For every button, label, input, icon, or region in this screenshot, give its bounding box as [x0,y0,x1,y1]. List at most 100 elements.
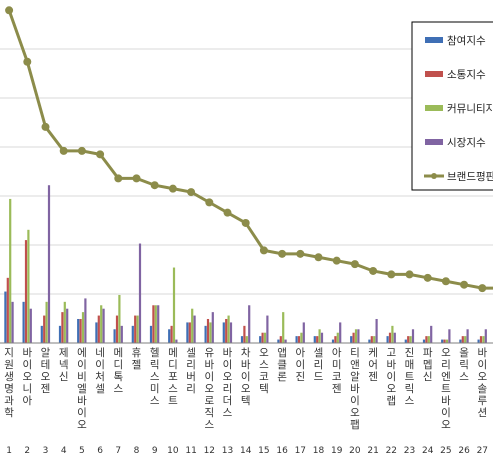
line-point [150,181,159,190]
bar-커뮤니티지수 [154,305,157,343]
bar-소통지수 [134,315,137,343]
bar-소통지수 [479,336,483,343]
bar-시장지수 [320,332,324,343]
line-point [187,188,196,197]
bar-시장지수 [484,329,487,343]
rank-label: 25 [440,446,451,456]
rank-label: 2 [24,446,30,456]
bar-커뮤니티지수 [172,267,176,343]
bar-커뮤니티지수 [263,332,267,343]
rank-label: 14 [240,446,252,456]
line-point [314,253,323,262]
bar-참여지수 [222,322,225,343]
legend-swatch [425,139,443,145]
rank-label: 17 [295,446,306,456]
bar-소통지수 [461,336,464,343]
line-point [441,277,450,286]
line-point [350,260,359,269]
bar-시장지수 [29,308,32,343]
rank-label: 23 [404,446,415,456]
rank-label: 15 [258,446,269,456]
bar-커뮤니티지수 [482,336,485,343]
bar-커뮤니티지수 [373,336,376,343]
rank-label: 7 [115,446,121,456]
bar-참여지수 [40,325,43,343]
rank-label: 26 [458,446,470,456]
bar-시장지수 [84,298,87,343]
rank-label: 16 [276,446,288,456]
bar-시장지수 [411,329,415,343]
bar-커뮤니티지수 [191,308,194,343]
line-point [23,57,32,66]
bar-커뮤니티지수 [81,312,85,343]
bar-커뮤니티지수 [282,312,285,343]
line-point [205,198,214,207]
bar-참여지수 [22,301,25,343]
bar-시장지수 [448,329,451,343]
legend-swatch [425,37,443,43]
bar-커뮤니티지수 [118,294,121,343]
bar-커뮤니티지수 [100,305,103,343]
line-point [423,273,432,282]
bar-참여지수 [77,318,80,343]
legend-label: 커뮤니티지수 [447,103,493,115]
bar-참여지수 [131,325,134,343]
bar-커뮤니티지수 [445,339,449,343]
bar-소통지수 [188,322,191,343]
line-point [59,146,68,155]
bar-시장지수 [284,339,287,343]
bar-참여지수 [422,339,426,343]
bar-커뮤니티지수 [227,315,230,343]
bar-참여지수 [368,339,371,343]
bar-소통지수 [388,332,392,343]
bar-참여지수 [477,339,480,343]
legend-swatch [425,71,443,77]
bar-시장지수 [375,318,378,343]
category-labels: 지 원 생 명 과 학 1 바 이 오 니 아 2 알 테 오 젠 3 제 넥 신 4 에 이 비 엘 바 이 오 5 네 이 처 셀 6 메 디 톡 스 7… [4,347,488,456]
bar-참여지수 [331,339,335,343]
bar-커뮤니티지수 [245,336,248,343]
bar-참여지수 [295,336,298,343]
bar-참여지수 [95,322,98,343]
bar-커뮤니티지수 [136,315,139,343]
bar-시장지수 [339,322,342,343]
bar-소통지수 [425,336,428,343]
bar-소통지수 [79,318,82,343]
bar-시장지수 [466,329,469,343]
bar-소통지수 [443,339,446,343]
bar-시장지수 [175,339,178,343]
bar-소통지수 [170,325,173,343]
line-point [259,246,268,255]
rank-label: 27 [477,446,488,456]
legend-label: 소통지수 [447,69,486,81]
rank-label: 9 [152,446,158,456]
bar-참여지수 [168,329,171,343]
rank-label: 4 [61,446,67,456]
legend-label: 참여지수 [447,35,486,47]
bar-참여지수 [313,336,316,343]
brand-reputation-line [5,6,493,293]
rank-label: 18 [313,446,325,456]
bar-커뮤니티지수 [409,336,412,343]
line-point [478,284,487,293]
bar-소통지수 [115,315,119,343]
rank-label: 8 [134,446,140,456]
bar-시장지수 [248,305,251,343]
rank-label: 3 [43,446,49,456]
bar-소통지수 [297,336,301,343]
bar-시장지수 [66,308,69,343]
